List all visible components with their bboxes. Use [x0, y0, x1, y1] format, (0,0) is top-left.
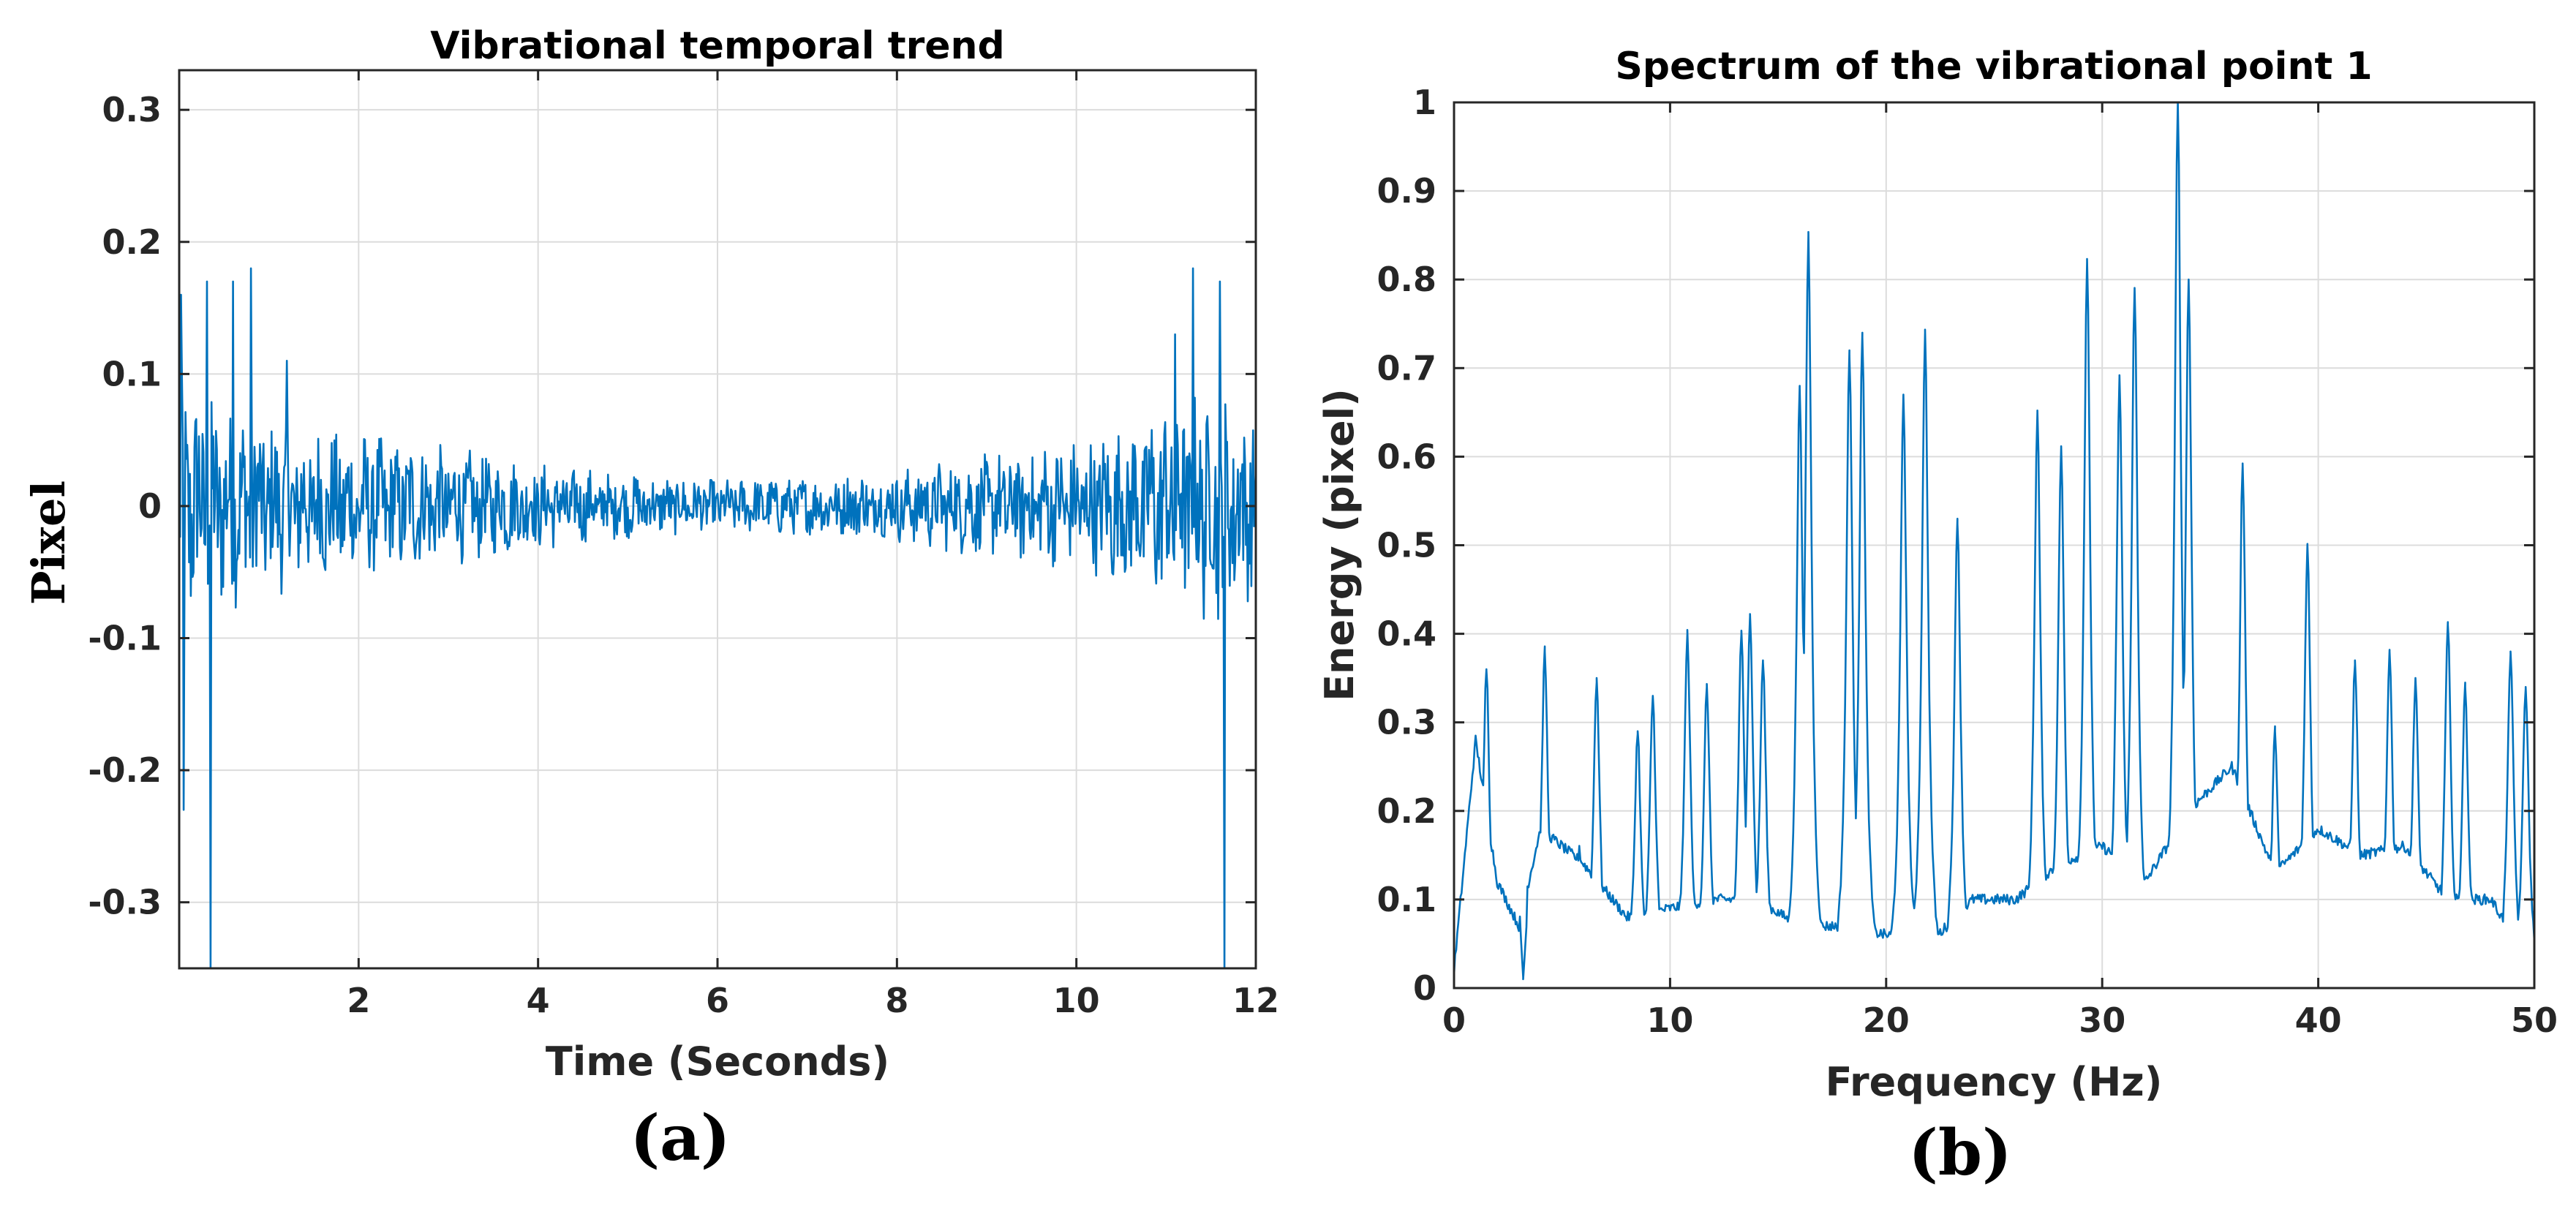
b-xtick-label: 10: [1646, 1000, 1693, 1040]
chart-b-panel-label: (b): [1908, 1116, 2012, 1190]
a-xtick-label: 10: [1053, 981, 1100, 1020]
chart-a-grid: [179, 70, 1256, 968]
b-ytick-label: 0.9: [1377, 171, 1437, 211]
a-ytick-label: -0.1: [88, 619, 162, 658]
a-ytick-label: 0.2: [102, 222, 162, 262]
chart-a-xlabel: Time (Seconds): [546, 1039, 889, 1085]
b-ytick-label: 0.3: [1377, 703, 1437, 742]
a-ytick-label: -0.2: [88, 750, 162, 790]
chart-a-series-line: [178, 267, 1257, 970]
chart-b-grid: [1454, 102, 2534, 988]
a-xtick-label: 6: [706, 981, 729, 1020]
chart-b-ylabel: Energy (pixel): [1317, 388, 1363, 701]
chart-a: 2 4 6 8 10 12 0.3 0.2 0.1 0 -0.1 -0.2 -0.3 Vibration…: [22, 24, 1279, 1175]
chart-a-title: Vibrational temporal trend: [430, 24, 1004, 68]
a-ytick-label: -0.3: [88, 883, 162, 922]
a-xtick-label: 8: [885, 981, 908, 1020]
chart-b-series-group: [1453, 101, 2536, 981]
a-xtick-label: 12: [1232, 981, 1279, 1020]
chart-a-panel-label: (a): [630, 1101, 730, 1175]
b-xtick-label: 30: [2079, 1000, 2125, 1040]
b-ytick-label: 0.7: [1377, 348, 1437, 388]
b-xtick-label: 40: [2295, 1000, 2342, 1040]
a-ytick-label: 0.3: [102, 90, 162, 129]
chart-a-series-group: [178, 267, 1257, 970]
a-ytick-label: 0: [138, 486, 162, 526]
a-xtick-label: 2: [347, 981, 370, 1020]
chart-b-series-line: [1453, 101, 2536, 981]
b-ytick-label: 1: [1413, 83, 1436, 122]
chart-a-ylabel: Pixel: [22, 480, 75, 605]
b-xtick-label: 50: [2511, 1000, 2558, 1040]
chart-b: 0 10 20 30 40 50 0 0.1 0.2 0.3 0.4 0.5 0.6 0.7 0.8 0.9 1…: [1317, 45, 2558, 1190]
b-ytick-label: 0.5: [1377, 526, 1437, 565]
chart-a-ticks: 2 4 6 8 10 12 0.3 0.2 0.1 0 -0.1 -0.2 -0.3: [88, 70, 1279, 1020]
b-ytick-label: 0.1: [1377, 880, 1437, 919]
b-ytick-label: 0.8: [1377, 260, 1437, 299]
b-xtick-label: 0: [1442, 1000, 1466, 1040]
b-ytick-label: 0.2: [1377, 791, 1437, 831]
b-xtick-label: 20: [1863, 1000, 1910, 1040]
a-xtick-label: 4: [527, 981, 550, 1020]
b-ytick-label: 0.6: [1377, 437, 1437, 476]
chart-b-ticks: 0 10 20 30 40 50 0 0.1 0.2 0.3 0.4 0.5 0.6 0.7 0.8 0.9 1: [1377, 83, 2558, 1040]
chart-b-title: Spectrum of the vibrational point 1: [1615, 45, 2372, 88]
b-ytick-label: 0.4: [1377, 614, 1437, 654]
chart-b-xlabel: Frequency (Hz): [1826, 1059, 2163, 1105]
a-ytick-label: 0.1: [102, 354, 162, 393]
b-ytick-label: 0: [1413, 968, 1436, 1008]
